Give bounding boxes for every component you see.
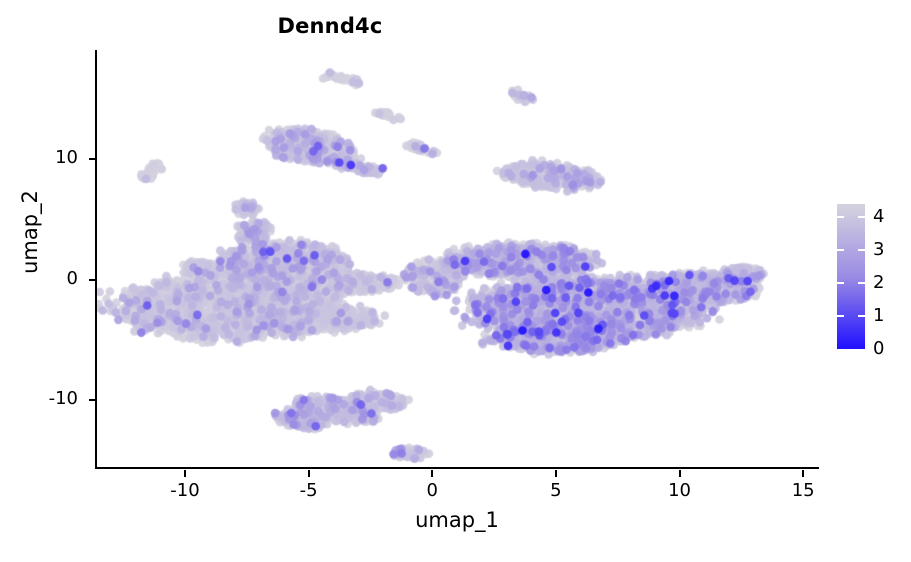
x-tick-label: 10 (668, 480, 691, 501)
colorbar (837, 204, 865, 349)
page-title: Dennd4c (277, 14, 383, 38)
y-axis-spine (95, 50, 97, 469)
colorbar-gradient (837, 204, 865, 349)
colorbar-tick-mark (837, 315, 844, 318)
x-tick-label: -10 (170, 480, 200, 501)
scatter-canvas-wrapper (96, 50, 818, 468)
colorbar-tick-mark (858, 282, 865, 285)
y-tick-label: -10 (48, 388, 78, 410)
x-tick-mark (554, 470, 557, 477)
x-tick-mark (431, 470, 434, 477)
colorbar-tick-label: 1 (873, 305, 885, 327)
y-tick-label: 0 (66, 267, 78, 289)
x-axis-label: umap_1 (415, 508, 499, 532)
y-tick-mark (89, 399, 96, 402)
y-tick-mark (89, 157, 96, 160)
x-tick-mark (802, 470, 805, 477)
plot-area (96, 50, 818, 468)
x-tick-label: 15 (791, 480, 815, 501)
x-tick-label: 5 (550, 480, 562, 501)
colorbar-tick-mark (837, 249, 844, 252)
x-tick-label: -5 (299, 480, 318, 501)
x-tick-mark (184, 470, 186, 477)
colorbar-tick-mark (837, 282, 844, 285)
colorbar-tick-mark (858, 249, 865, 252)
x-axis-spine (95, 467, 819, 469)
x-tick-mark (678, 470, 681, 477)
x-tick-mark (307, 470, 310, 477)
scatter-canvas (96, 50, 818, 468)
colorbar-tick-label: 3 (873, 239, 885, 261)
colorbar-tick-label: 4 (873, 206, 885, 228)
colorbar-tick-mark (858, 315, 865, 318)
colorbar-tick-mark (858, 216, 865, 219)
colorbar-tick-mark (837, 216, 844, 219)
y-tick-mark (89, 278, 96, 281)
colorbar-tick-label: 0 (873, 338, 885, 359)
x-tick-label: 0 (426, 480, 438, 501)
y-tick-label: 10 (55, 146, 78, 168)
y-axis-label: umap_2 (18, 190, 42, 274)
colorbar-tick-label: 2 (873, 272, 885, 294)
